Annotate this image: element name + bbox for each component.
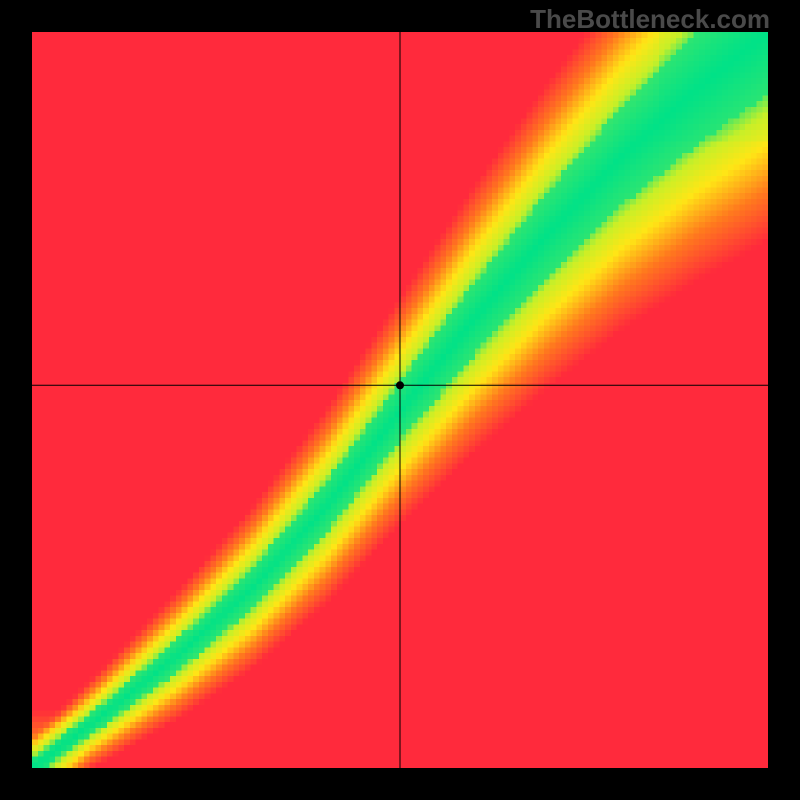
chart-container: { "canvas": { "width": 800, "height": 80… [0, 0, 800, 800]
bottleneck-heatmap [32, 32, 768, 768]
watermark-text: TheBottleneck.com [530, 4, 770, 35]
